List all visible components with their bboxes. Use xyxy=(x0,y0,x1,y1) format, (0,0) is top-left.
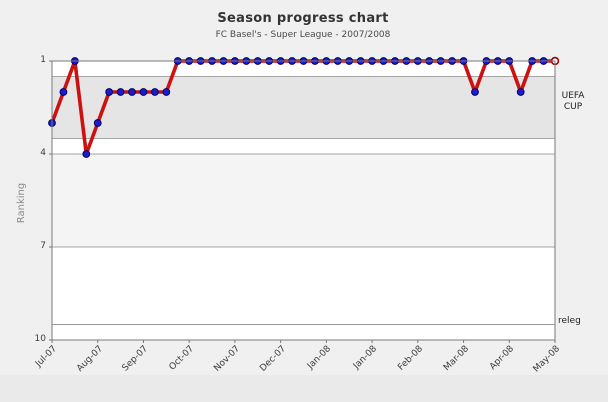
mid-zone-band xyxy=(52,154,555,247)
y-tick-label: 4 xyxy=(40,148,46,158)
uefa-cup-zone-band xyxy=(52,76,555,139)
relegation-annotation: releg xyxy=(558,316,581,326)
chart-title: Season progress chart xyxy=(217,11,389,26)
y-tick-label: 7 xyxy=(40,241,46,251)
data-point-marker xyxy=(471,88,479,96)
data-point-marker xyxy=(93,119,102,127)
data-point-marker xyxy=(139,88,148,96)
data-point-marker xyxy=(105,88,114,96)
data-point-marker xyxy=(82,150,91,158)
data-point-marker xyxy=(162,88,171,96)
data-point-marker xyxy=(59,88,68,96)
uefa-cup-annotation-line1: UEFA xyxy=(561,91,585,101)
chart-subtitle: FC Basel's - Super League - 2007/2008 xyxy=(215,30,391,40)
y-axis-title: Ranking xyxy=(16,182,27,224)
plot-border xyxy=(51,60,556,341)
uefa-cup-annotation-line2: CUP xyxy=(563,101,583,112)
data-point-marker xyxy=(128,88,136,96)
data-point-marker xyxy=(150,88,159,96)
data-point-marker xyxy=(116,88,125,96)
y-tick-label: 1 xyxy=(40,55,46,65)
uefa-cup-annotation: UEFA CUP xyxy=(556,91,590,112)
page-bottom-strip xyxy=(0,375,608,402)
y-tick-label: 10 xyxy=(34,334,46,344)
data-point-marker xyxy=(516,88,525,96)
